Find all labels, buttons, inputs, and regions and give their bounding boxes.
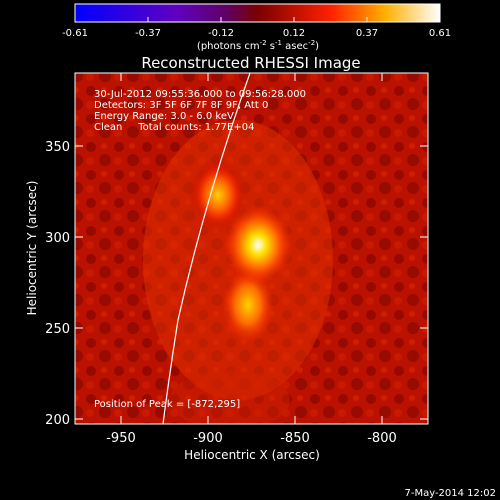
x-tick-labels: -950 -900 -850 -800: [106, 431, 397, 446]
colorbar-ticks: [147, 17, 368, 22]
colorbar-unit: (photons cm-2 s-1 asec-2): [197, 39, 319, 52]
info-detectors: Detectors: 3F 5F 6F 7F 8F 9F, Att 0: [94, 100, 268, 111]
y-tick-labels: 350 300 250 200: [45, 140, 70, 428]
y-tick-3: 200: [45, 413, 70, 428]
x-tick-1: -900: [193, 431, 223, 446]
cbar-tick-1: -0.37: [135, 28, 161, 39]
y-tick-2: 250: [45, 322, 70, 337]
info-energy: Energy Range: 3.0 - 6.0 keV: [94, 111, 234, 122]
info-block: 30-Jul-2012 09:55:36.000 to 09:56:28.000…: [94, 89, 306, 133]
cbar-tick-2: -0.12: [208, 28, 234, 39]
y-tick-1: 300: [45, 231, 70, 246]
x-axis-ticks: [120, 73, 383, 424]
x-tick-3: -800: [367, 431, 397, 446]
y-axis-label: Heliocentric Y (arcsec): [25, 181, 39, 316]
cbar-tick-4: 0.37: [356, 28, 378, 39]
plot-title: Reconstructed RHESSI Image: [141, 54, 360, 72]
colorbar-tick-labels: -0.61 -0.37 -0.12 0.12 0.37 0.61: [62, 28, 451, 39]
y-tick-0: 350: [45, 140, 70, 155]
xray-image: [75, 73, 428, 424]
cbar-tick-3: 0.12: [283, 28, 305, 39]
x-tick-0: -950: [106, 431, 136, 446]
y-axis-ticks: [75, 145, 428, 420]
peak-position: Position of Peak = [-872,295]: [94, 399, 240, 410]
plot-frame: [74, 72, 429, 425]
footer-date: 7-May-2014 12:02: [404, 488, 496, 499]
info-time-range: 30-Jul-2012 09:55:36.000 to 09:56:28.000: [94, 89, 306, 100]
x-tick-2: -850: [280, 431, 310, 446]
solar-limb-curve: [162, 73, 251, 424]
x-axis-label: Heliocentric X (arcsec): [184, 448, 320, 462]
cbar-tick-5: 0.61: [429, 28, 451, 39]
info-clean-counts: Clean Total counts: 1.77E+04: [94, 122, 254, 133]
colorbar: [74, 3, 441, 23]
cbar-tick-0: -0.61: [62, 28, 88, 39]
